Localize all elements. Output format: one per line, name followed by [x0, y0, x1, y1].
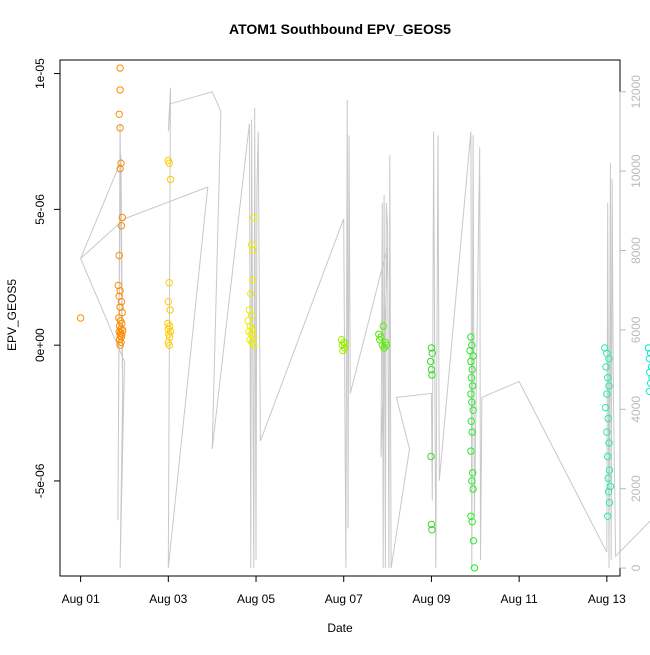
- y-tick-label: 5e-06: [33, 194, 47, 225]
- x-tick-label: Aug 13: [588, 592, 626, 606]
- x-tick-label: Aug 05: [237, 592, 275, 606]
- y2-tick-label: 8000: [629, 237, 643, 264]
- y2-tick-label: 2000: [629, 475, 643, 502]
- x-tick-label: Aug 11: [501, 592, 538, 606]
- x-axis-label: Date: [327, 621, 353, 635]
- y2-tick-label: 10000: [629, 154, 643, 188]
- data-point: [470, 486, 476, 492]
- chart-title: ATOM1 Southbound EPV_GEOS5: [229, 21, 451, 37]
- data-point: [117, 65, 123, 71]
- y-axis-left: -5e-06 0e+00 5e-06 1e-05: [33, 58, 60, 498]
- data-point: [468, 391, 474, 397]
- data-point: [470, 407, 476, 413]
- data-point: [165, 299, 171, 305]
- y-tick-label: 1e-05: [33, 58, 47, 89]
- data-point: [167, 307, 173, 313]
- x-tick-label: Aug 07: [325, 592, 363, 606]
- data-point: [116, 111, 122, 117]
- overlay-line: [81, 88, 650, 568]
- points-layer: [77, 65, 650, 571]
- y2-tick-label: 4000: [629, 396, 643, 423]
- plot-frame: [60, 60, 620, 576]
- x-axis: Aug 01 Aug 03 Aug 05 Aug 07 Aug 09 Aug 11 Aug …: [62, 576, 627, 606]
- x-tick-label: Aug 09: [412, 592, 450, 606]
- x-tick-label: Aug 01: [62, 592, 100, 606]
- y-tick-label: 0e+00: [33, 328, 47, 362]
- data-point: [646, 388, 650, 394]
- data-point: [468, 448, 474, 454]
- data-point: [605, 513, 611, 519]
- overlay-line-layer: [81, 88, 650, 568]
- y2-tick-label: 6000: [629, 316, 643, 343]
- y-axis-label: EPV_GEOS5: [5, 279, 19, 351]
- data-point: [117, 87, 123, 93]
- y2-tick-label: 0: [629, 564, 643, 571]
- data-point: [605, 453, 611, 459]
- y-tick-label: -5e-06: [33, 463, 47, 498]
- data-point: [647, 369, 650, 375]
- y2-tick-label: 12000: [629, 75, 643, 109]
- data-point: [602, 404, 608, 410]
- data-point: [77, 315, 83, 321]
- y-axis-right: 0 2000 4000 6000 8000 10000 12000: [620, 75, 643, 572]
- data-point: [428, 453, 434, 459]
- x-tick-label: Aug 03: [149, 592, 187, 606]
